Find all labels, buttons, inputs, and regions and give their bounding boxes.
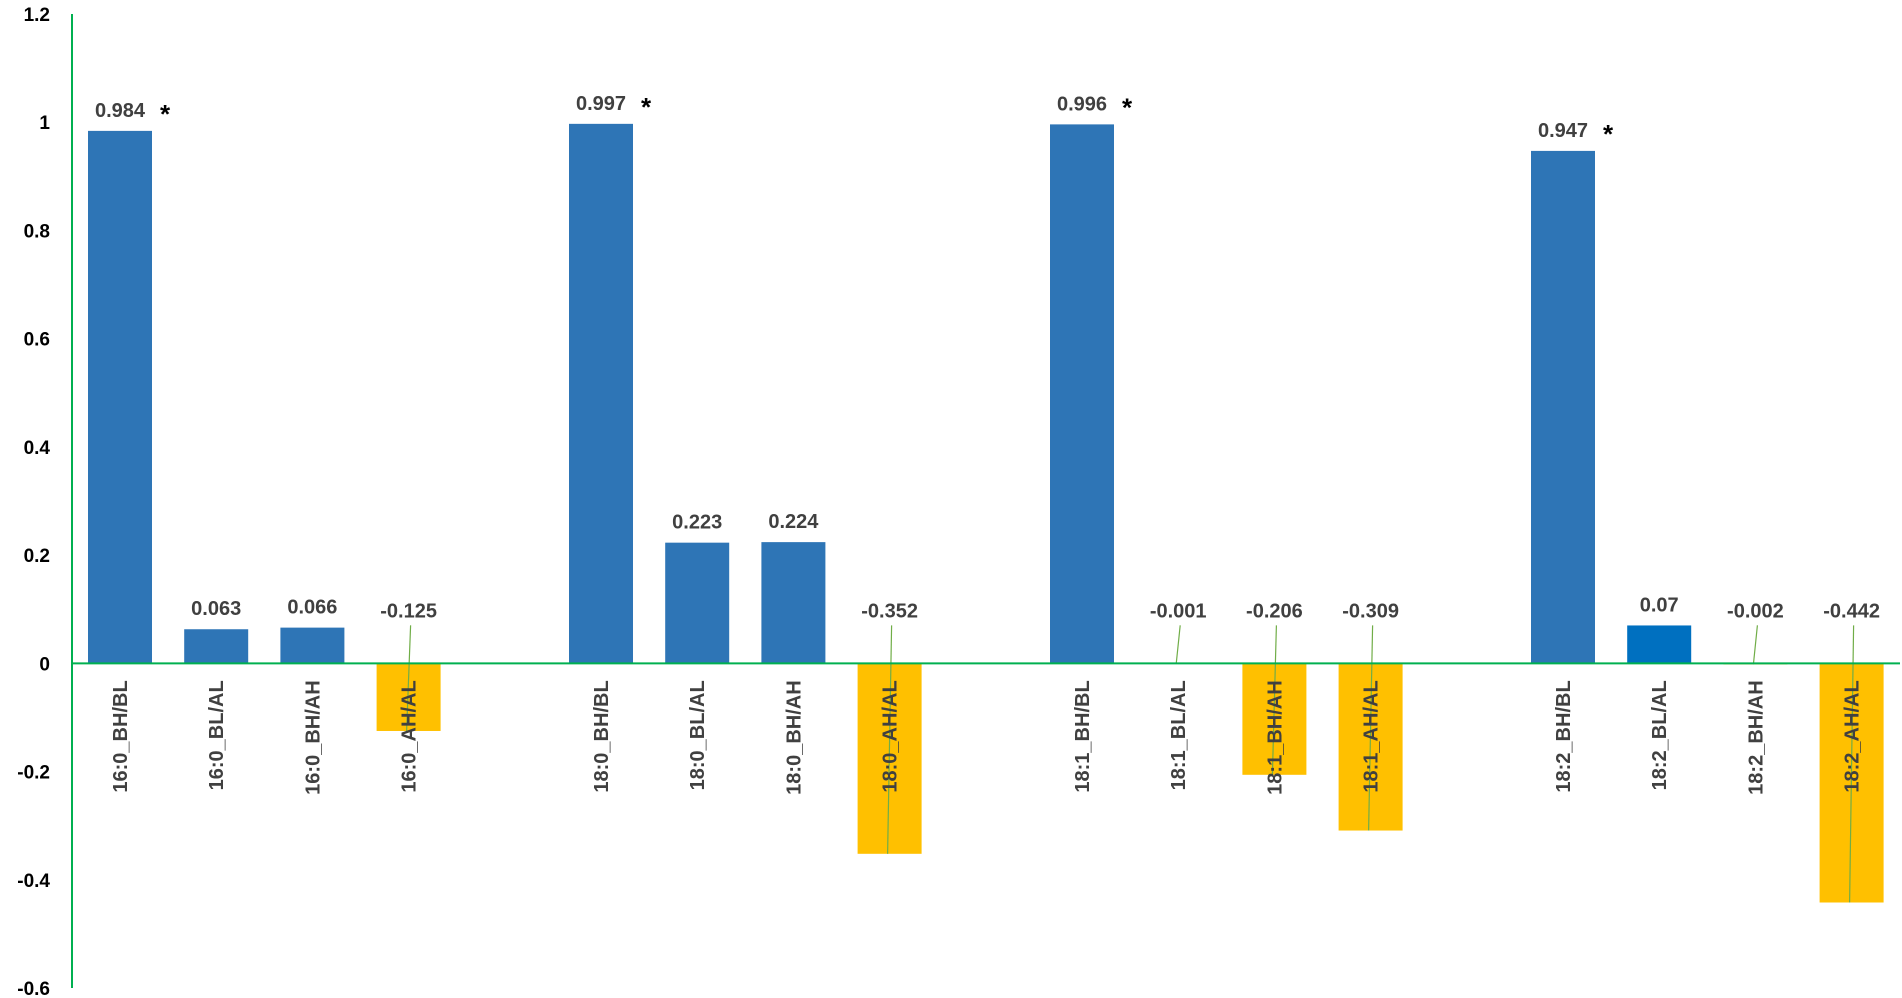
leader-line xyxy=(1752,625,1758,665)
significance-star: * xyxy=(641,92,652,122)
axes xyxy=(71,14,1900,988)
y-tick-label: 0 xyxy=(39,654,50,675)
category-label: 18:1_BH/BL xyxy=(1072,680,1094,792)
category-label: 18:2_BL/AL xyxy=(1649,680,1671,790)
bar xyxy=(1531,150,1595,664)
bars xyxy=(88,123,1884,903)
significance-star: * xyxy=(1122,92,1133,122)
bar xyxy=(280,627,345,664)
data-label: -0.352 xyxy=(861,600,918,622)
category-label: 18:0_AH/AL xyxy=(880,680,902,792)
bar xyxy=(184,629,249,664)
y-tick-label: 0.2 xyxy=(24,546,50,567)
category-label: 18:2_AH/AL xyxy=(1842,680,1864,792)
category-labels: 16:0_BH/BL 16:0_BL/AL 16:0_BH/AH 16:0_AH/AL… xyxy=(110,680,1864,794)
bar xyxy=(761,542,826,664)
leader-line xyxy=(1368,625,1374,831)
leader-lines xyxy=(406,625,1855,903)
bar xyxy=(569,123,633,664)
y-tick-label: 0.8 xyxy=(24,221,50,242)
category-label: 18:2_BH/BL xyxy=(1553,680,1575,792)
y-tick-label: 0.6 xyxy=(24,330,50,351)
category-label: 18:0_BH/BL xyxy=(591,680,613,792)
category-label: 16:0_AH/AL xyxy=(399,680,421,792)
leader-line xyxy=(1175,625,1181,664)
bar xyxy=(88,130,152,664)
data-label: 0.223 xyxy=(672,512,722,534)
data-label: -0.442 xyxy=(1823,600,1880,622)
data-label: 0.224 xyxy=(768,511,819,533)
data-label: -0.001 xyxy=(1150,600,1207,622)
category-label: 16:0_BH/BL xyxy=(110,680,132,792)
category-label: 18:0_BL/AL xyxy=(687,680,709,790)
data-label: -0.125 xyxy=(380,600,437,622)
category-label: 18:1_BH/AH xyxy=(1264,680,1286,794)
data-label: 0.997 xyxy=(576,93,626,115)
category-label: 16:0_BL/AL xyxy=(206,680,228,790)
data-label: 0.984 xyxy=(95,100,146,122)
significance-star: * xyxy=(1603,119,1614,149)
significance-star: * xyxy=(160,99,171,129)
leader-line xyxy=(1271,625,1277,775)
y-tick-label: 0.4 xyxy=(24,438,51,459)
data-label: 0.996 xyxy=(1057,93,1107,115)
y-tick-label: -0.6 xyxy=(17,979,50,998)
category-label: 18:0_BH/AH xyxy=(783,680,805,794)
data-labels: 0.984 * 0.063 0.066 -0.125 0.997 * 0.223 0.224 -0… xyxy=(95,92,1880,622)
bar xyxy=(665,542,730,664)
category-label: 18:1_AH/AL xyxy=(1361,680,1383,792)
data-label: -0.309 xyxy=(1342,600,1399,622)
data-label: -0.206 xyxy=(1246,600,1303,622)
leader-line xyxy=(1849,625,1855,903)
y-tick-label: 1 xyxy=(39,113,50,134)
y-tick-label: 1.2 xyxy=(24,5,50,26)
category-label: 18:2_BH/AH xyxy=(1745,680,1767,794)
leader-line xyxy=(406,625,412,731)
data-label: 0.07 xyxy=(1640,594,1679,616)
y-tick-label: -0.2 xyxy=(17,763,50,784)
y-tick-label: -0.4 xyxy=(17,871,50,892)
data-label: 0.066 xyxy=(287,597,337,619)
category-label: 18:1_BL/AL xyxy=(1168,680,1190,790)
data-label: 0.063 xyxy=(191,598,241,620)
data-label: 0.947 xyxy=(1538,120,1588,142)
y-axis-ticks: 1.2 1 0.8 0.6 0.4 0.2 0 -0.2 -0.4 -0.6 xyxy=(17,5,50,998)
data-label: -0.002 xyxy=(1727,600,1784,622)
category-label: 16:0_BH/AH xyxy=(302,680,324,794)
bar xyxy=(1050,124,1114,664)
bar xyxy=(1627,625,1692,664)
